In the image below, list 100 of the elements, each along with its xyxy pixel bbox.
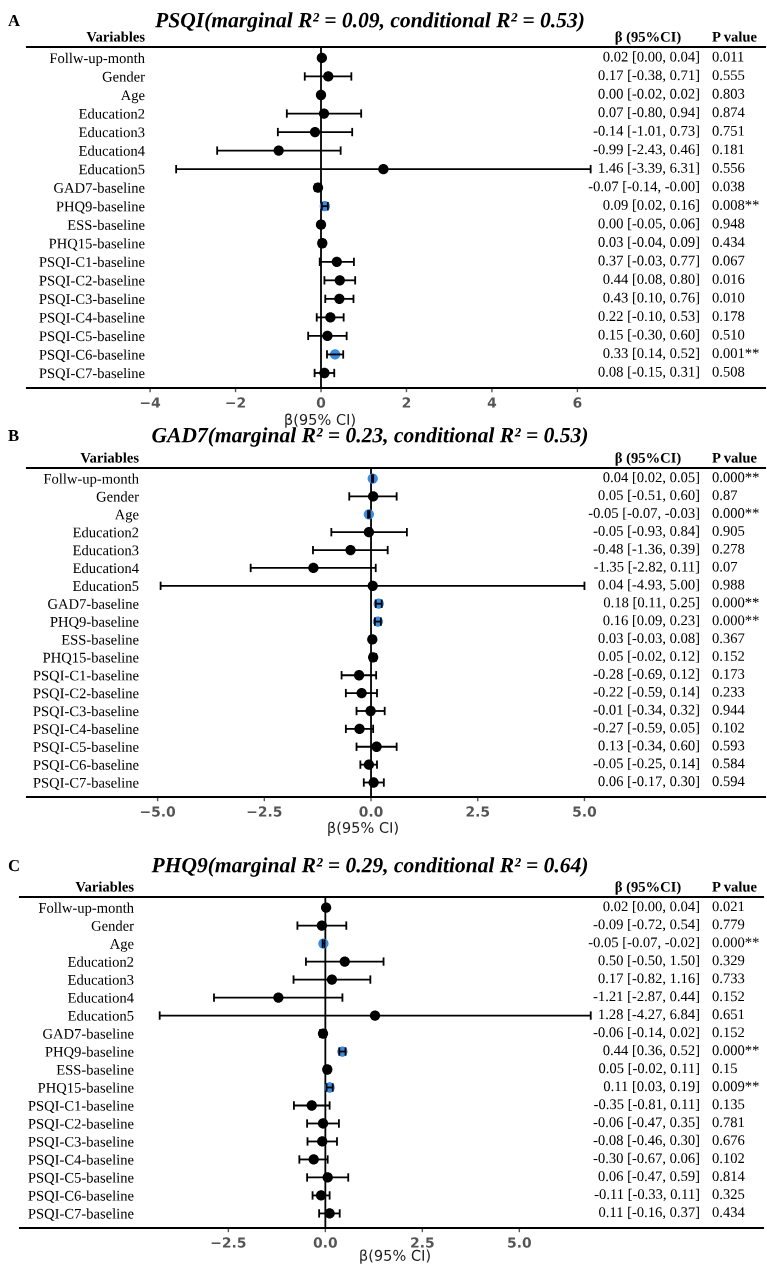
x-tick-label: 2.5 (411, 1237, 434, 1248)
x-tick-label: −2.5 (247, 806, 282, 817)
annotation: -0.22 [-0.59, 0.14] (593, 686, 699, 699)
annotation: 0.510 (712, 329, 745, 340)
annotation: 0.651 (712, 1009, 744, 1020)
annotation: -0.30 [-0.67, 0.06] (593, 1152, 699, 1166)
annotation: 0.44 [0.08, 0.80] (603, 273, 699, 287)
annotation: 0.17 [-0.38, 0.71] (598, 69, 699, 83)
y-tick-label: PSQI-C7-baseline (33, 777, 139, 790)
x-axis-title: β(95% CI) (360, 1249, 430, 1264)
y-tick-label: PSQI-C5-baseline (39, 330, 145, 344)
annotation: 0.04 [-4.93, 5.00] (598, 579, 699, 592)
annotation: -0.05 [-0.93, 0.84] (593, 525, 699, 538)
annotation: -0.48 [-1.36, 0.39] (593, 543, 699, 556)
x-tick-label: 6 (573, 397, 582, 408)
y-tick-label: Education5 (73, 580, 139, 592)
annotation: 0.329 (712, 955, 745, 966)
text: P value (712, 31, 757, 42)
annotation: 0.02 [0.00, 0.04] (603, 51, 699, 64)
annotation: 0.016 (712, 274, 745, 285)
y-tick-label: Age (109, 939, 134, 952)
annotation: -0.99 [-2.43, 0.46] (593, 143, 699, 157)
annotation: 0.181 (712, 144, 744, 155)
y-tick-label: PHQ15-baseline (43, 652, 139, 665)
annotation: 0.07 (712, 561, 738, 572)
annotation: 0.676 (712, 1135, 745, 1146)
y-tick-label: Follw-up-month (38, 902, 134, 916)
annotation: 0.000** (712, 1045, 759, 1056)
annotation: 0.07 [-0.80, 0.94] (598, 106, 699, 120)
annotation: 1.46 [-3.39, 6.31] (599, 162, 699, 175)
annotation: 0.05 [-0.02, 0.11] (599, 1062, 699, 1076)
annotation: 0.000** (712, 472, 759, 483)
annotation: 0.011 (712, 51, 744, 62)
y-tick-label: PSQI-C4-baseline (28, 1154, 134, 1167)
y-tick-label: Education4 (73, 562, 139, 574)
text: β (95%CI) (615, 452, 681, 466)
annotation: 0.15 [-0.30, 0.60] (598, 329, 699, 342)
text: A (8, 15, 20, 27)
y-tick-label: ESS-baseline (67, 219, 145, 230)
annotation: 0.555 (712, 70, 745, 81)
annotation: 0.02 [0.00, 0.04] (603, 901, 699, 914)
annotation: 0.584 (712, 758, 745, 769)
x-tick-label: 0.0 (313, 1237, 337, 1248)
annotation: 0.102 (712, 1153, 745, 1164)
annotation: -0.05 [-0.25, 0.14] (593, 758, 699, 771)
annotation: 0.00 [-0.02, 0.02] (598, 88, 699, 101)
annotation: 0.434 (712, 237, 745, 247)
y-tick-label: Education4 (68, 992, 134, 1003)
annotation: 0.05 [-0.51, 0.60] (598, 489, 699, 503)
y-tick-label: GAD7-baseline (48, 598, 139, 609)
x-tick-label: −5.0 (140, 806, 176, 817)
annotation: 0.021 (712, 901, 744, 912)
annotation: 0.779 (712, 919, 745, 930)
annotation: 0.33 [0.14, 0.52] (603, 347, 699, 361)
annotation: 0.04 [0.02, 0.05] (603, 471, 699, 485)
y-tick-label: PHQ9-baseline (56, 201, 145, 214)
x-tick-label: 4 (487, 397, 497, 408)
annotation: 0.152 (712, 1027, 745, 1038)
y-tick-label: PSQI-C3-baseline (33, 705, 139, 719)
x-tick-label: 5.0 (573, 806, 597, 817)
annotation: 0.593 (712, 740, 745, 751)
annotation: 0.03 [-0.03, 0.08] (598, 632, 699, 646)
annotation: 0.152 (712, 651, 745, 662)
y-tick-label: GAD7-baseline (54, 182, 145, 193)
annotation: -0.35 [-0.81, 0.11] (594, 1098, 699, 1112)
y-tick-label: PHQ9-baseline (50, 616, 139, 630)
annotation: 0.178 (712, 311, 745, 322)
x-tick-label: 5.0 (508, 1237, 531, 1248)
y-tick-label: Education5 (79, 164, 145, 175)
text: β (95%CI) (615, 881, 681, 895)
text: P value (712, 881, 757, 892)
y-tick-label: Age (120, 90, 145, 104)
annotation: 0.11 [-0.16, 0.37] (599, 1206, 699, 1220)
y-tick-label: Gender (102, 71, 145, 82)
y-tick-label: PSQI-C1-baseline (33, 670, 139, 683)
annotation: 0.16 [0.09, 0.23] (603, 614, 699, 628)
annotation: 0.173 (712, 669, 745, 679)
y-tick-label: PSQI-C4-baseline (33, 723, 139, 737)
annotation: -0.06 [-0.47, 0.35] (593, 1116, 699, 1130)
annotation: 0.22 [-0.10, 0.53] (598, 310, 699, 324)
annotation: 0.18 [0.11, 0.25] (603, 597, 699, 610)
annotation: 0.434 (712, 1207, 745, 1218)
annotation: 0.06 [-0.47, 0.59] (598, 1170, 699, 1184)
annotation: 0.135 (712, 1099, 745, 1110)
text: C (8, 859, 19, 872)
annotation: 0.09 [0.02, 0.16] (603, 199, 699, 212)
y-axis-title: Variables (86, 31, 145, 42)
y-tick-label: Age (114, 509, 139, 523)
annotation: 0.50 [-0.50, 1.50] (598, 954, 699, 968)
y-tick-label: Education4 (79, 145, 145, 156)
annotation: 0.233 (712, 686, 745, 697)
annotation: 0.944 (712, 704, 745, 715)
annotation: 0.278 (712, 543, 745, 554)
y-tick-label: Gender (91, 920, 134, 931)
x-tick-label: −2 (226, 397, 245, 408)
annotation: 0.15 (712, 1063, 737, 1074)
annotation: -0.08 [-0.46, 0.30] (593, 1134, 699, 1148)
annotation: 0.751 (712, 125, 744, 136)
annotation: 0.06 [-0.17, 0.30] (598, 775, 699, 789)
y-tick-label: PSQI-C5-baseline (28, 1172, 134, 1185)
